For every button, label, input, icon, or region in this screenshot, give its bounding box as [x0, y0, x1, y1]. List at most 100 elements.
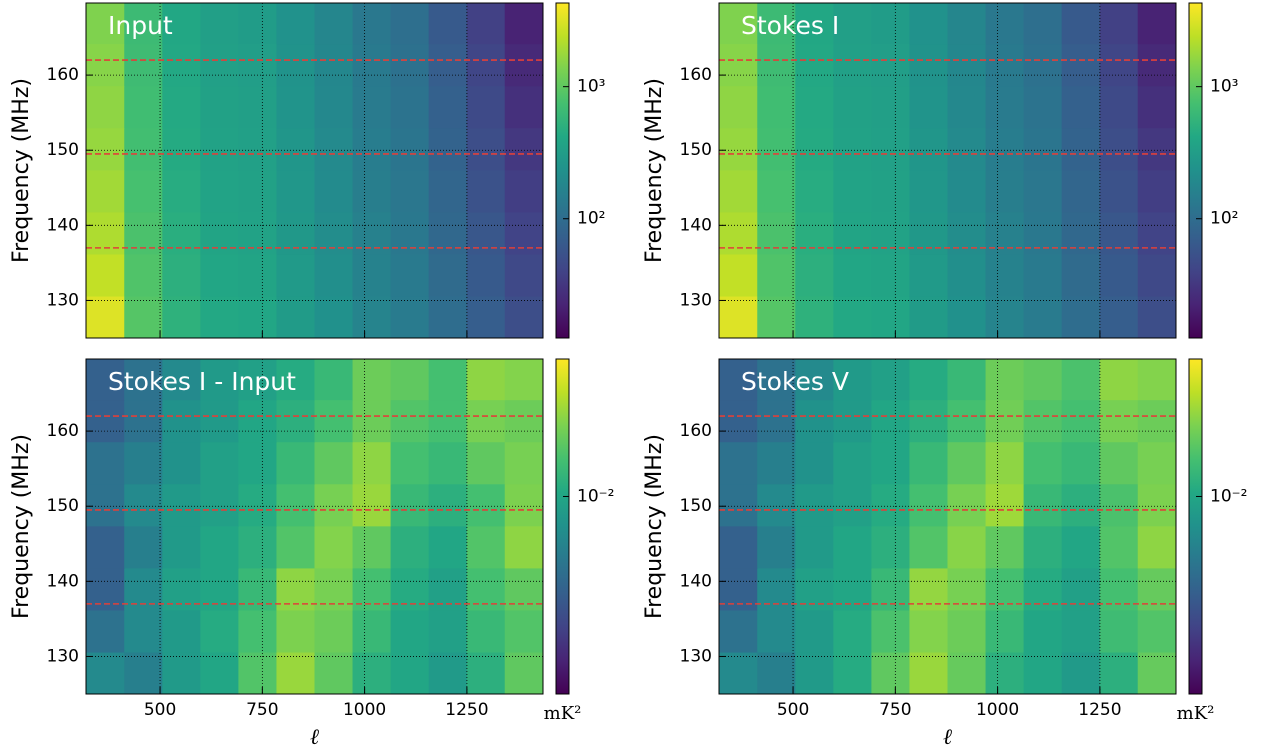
- cell: [719, 43, 758, 87]
- cell: [162, 295, 201, 338]
- colorbar-tick-label: 10⁻²: [577, 486, 614, 506]
- y-tick-label: 160: [47, 421, 79, 441]
- colorbar-tick-label: 10²: [1210, 209, 1238, 229]
- cell: [390, 127, 430, 171]
- cell: [352, 609, 392, 653]
- x-tick-label: 750: [879, 700, 911, 720]
- cell: [162, 609, 201, 653]
- cell: [757, 399, 796, 443]
- cell: [757, 483, 796, 527]
- cell: [238, 169, 278, 213]
- cell: [909, 43, 949, 87]
- cell: [238, 295, 278, 338]
- cell: [86, 441, 125, 485]
- cell: [314, 169, 354, 213]
- cell: [1061, 609, 1101, 653]
- plot-frame: [85, 2, 544, 339]
- cell: [947, 399, 987, 443]
- y-tick-label: 160: [680, 65, 712, 85]
- colorbar-tick-label: 10³: [1210, 77, 1238, 97]
- cell: [86, 3, 125, 45]
- cell: [466, 441, 506, 485]
- cell: [276, 85, 316, 129]
- cell: [86, 295, 125, 338]
- panel-title: Stokes I: [741, 11, 839, 40]
- cell: [86, 127, 125, 171]
- cell: [504, 295, 543, 338]
- cell: [833, 651, 873, 694]
- cell: [1023, 253, 1063, 297]
- cell: [909, 253, 949, 297]
- cell: [162, 85, 201, 129]
- cell: [390, 43, 430, 87]
- cell: [871, 127, 911, 171]
- cell: [466, 295, 506, 338]
- cell: [947, 295, 987, 338]
- cell: [504, 85, 543, 129]
- cell: [719, 253, 758, 297]
- cell: [352, 43, 392, 87]
- cell: [86, 253, 125, 297]
- cell: [124, 483, 163, 527]
- cell: [238, 359, 278, 401]
- cell: [466, 3, 506, 45]
- cell: [833, 85, 873, 129]
- heatmap: [86, 359, 543, 694]
- x-axis-label: ℓ: [943, 725, 953, 750]
- cell: [466, 253, 506, 297]
- cell: [276, 169, 316, 213]
- colorbar: [555, 2, 570, 339]
- cell: [86, 43, 125, 87]
- cell: [833, 253, 873, 297]
- cell: [871, 609, 911, 653]
- cell: [795, 651, 834, 694]
- cell: [1023, 127, 1063, 171]
- cell: [1099, 483, 1139, 527]
- cell: [757, 127, 796, 171]
- cell: [200, 43, 240, 87]
- cell: [985, 525, 1025, 569]
- x-axis-label: ℓ: [310, 725, 320, 750]
- cell: [1137, 483, 1176, 527]
- cell: [124, 399, 163, 443]
- x-tick-label: 750: [246, 700, 278, 720]
- cell: [124, 359, 163, 401]
- cell: [428, 43, 468, 87]
- cell: [719, 295, 758, 338]
- cell: [1137, 3, 1176, 45]
- y-axis-label: Frequency (MHz): [642, 434, 667, 619]
- cell: [466, 85, 506, 129]
- cell: [86, 609, 125, 653]
- cell: [795, 525, 834, 569]
- cell: [504, 359, 543, 401]
- cell: [162, 253, 201, 297]
- cell: [428, 127, 468, 171]
- cell: [909, 359, 949, 401]
- cell: [871, 295, 911, 338]
- cell: [871, 169, 911, 213]
- cell: [276, 43, 316, 87]
- cell: [871, 359, 911, 401]
- cell: [86, 169, 125, 213]
- cell: [238, 441, 278, 485]
- cell: [871, 441, 911, 485]
- cell: [124, 441, 163, 485]
- cell: [985, 85, 1025, 129]
- cell: [428, 399, 468, 443]
- cell: [200, 399, 240, 443]
- cell: [909, 483, 949, 527]
- cell: [162, 399, 201, 443]
- cell: [757, 609, 796, 653]
- cell: [833, 127, 873, 171]
- colorbar: [1188, 2, 1203, 339]
- cell: [200, 295, 240, 338]
- cell: [162, 43, 201, 87]
- cell: [1099, 3, 1139, 45]
- cell: [985, 169, 1025, 213]
- cell: [314, 43, 354, 87]
- cell: [1023, 359, 1063, 401]
- cell: [719, 85, 758, 129]
- cell: [985, 483, 1025, 527]
- cell: [276, 525, 316, 569]
